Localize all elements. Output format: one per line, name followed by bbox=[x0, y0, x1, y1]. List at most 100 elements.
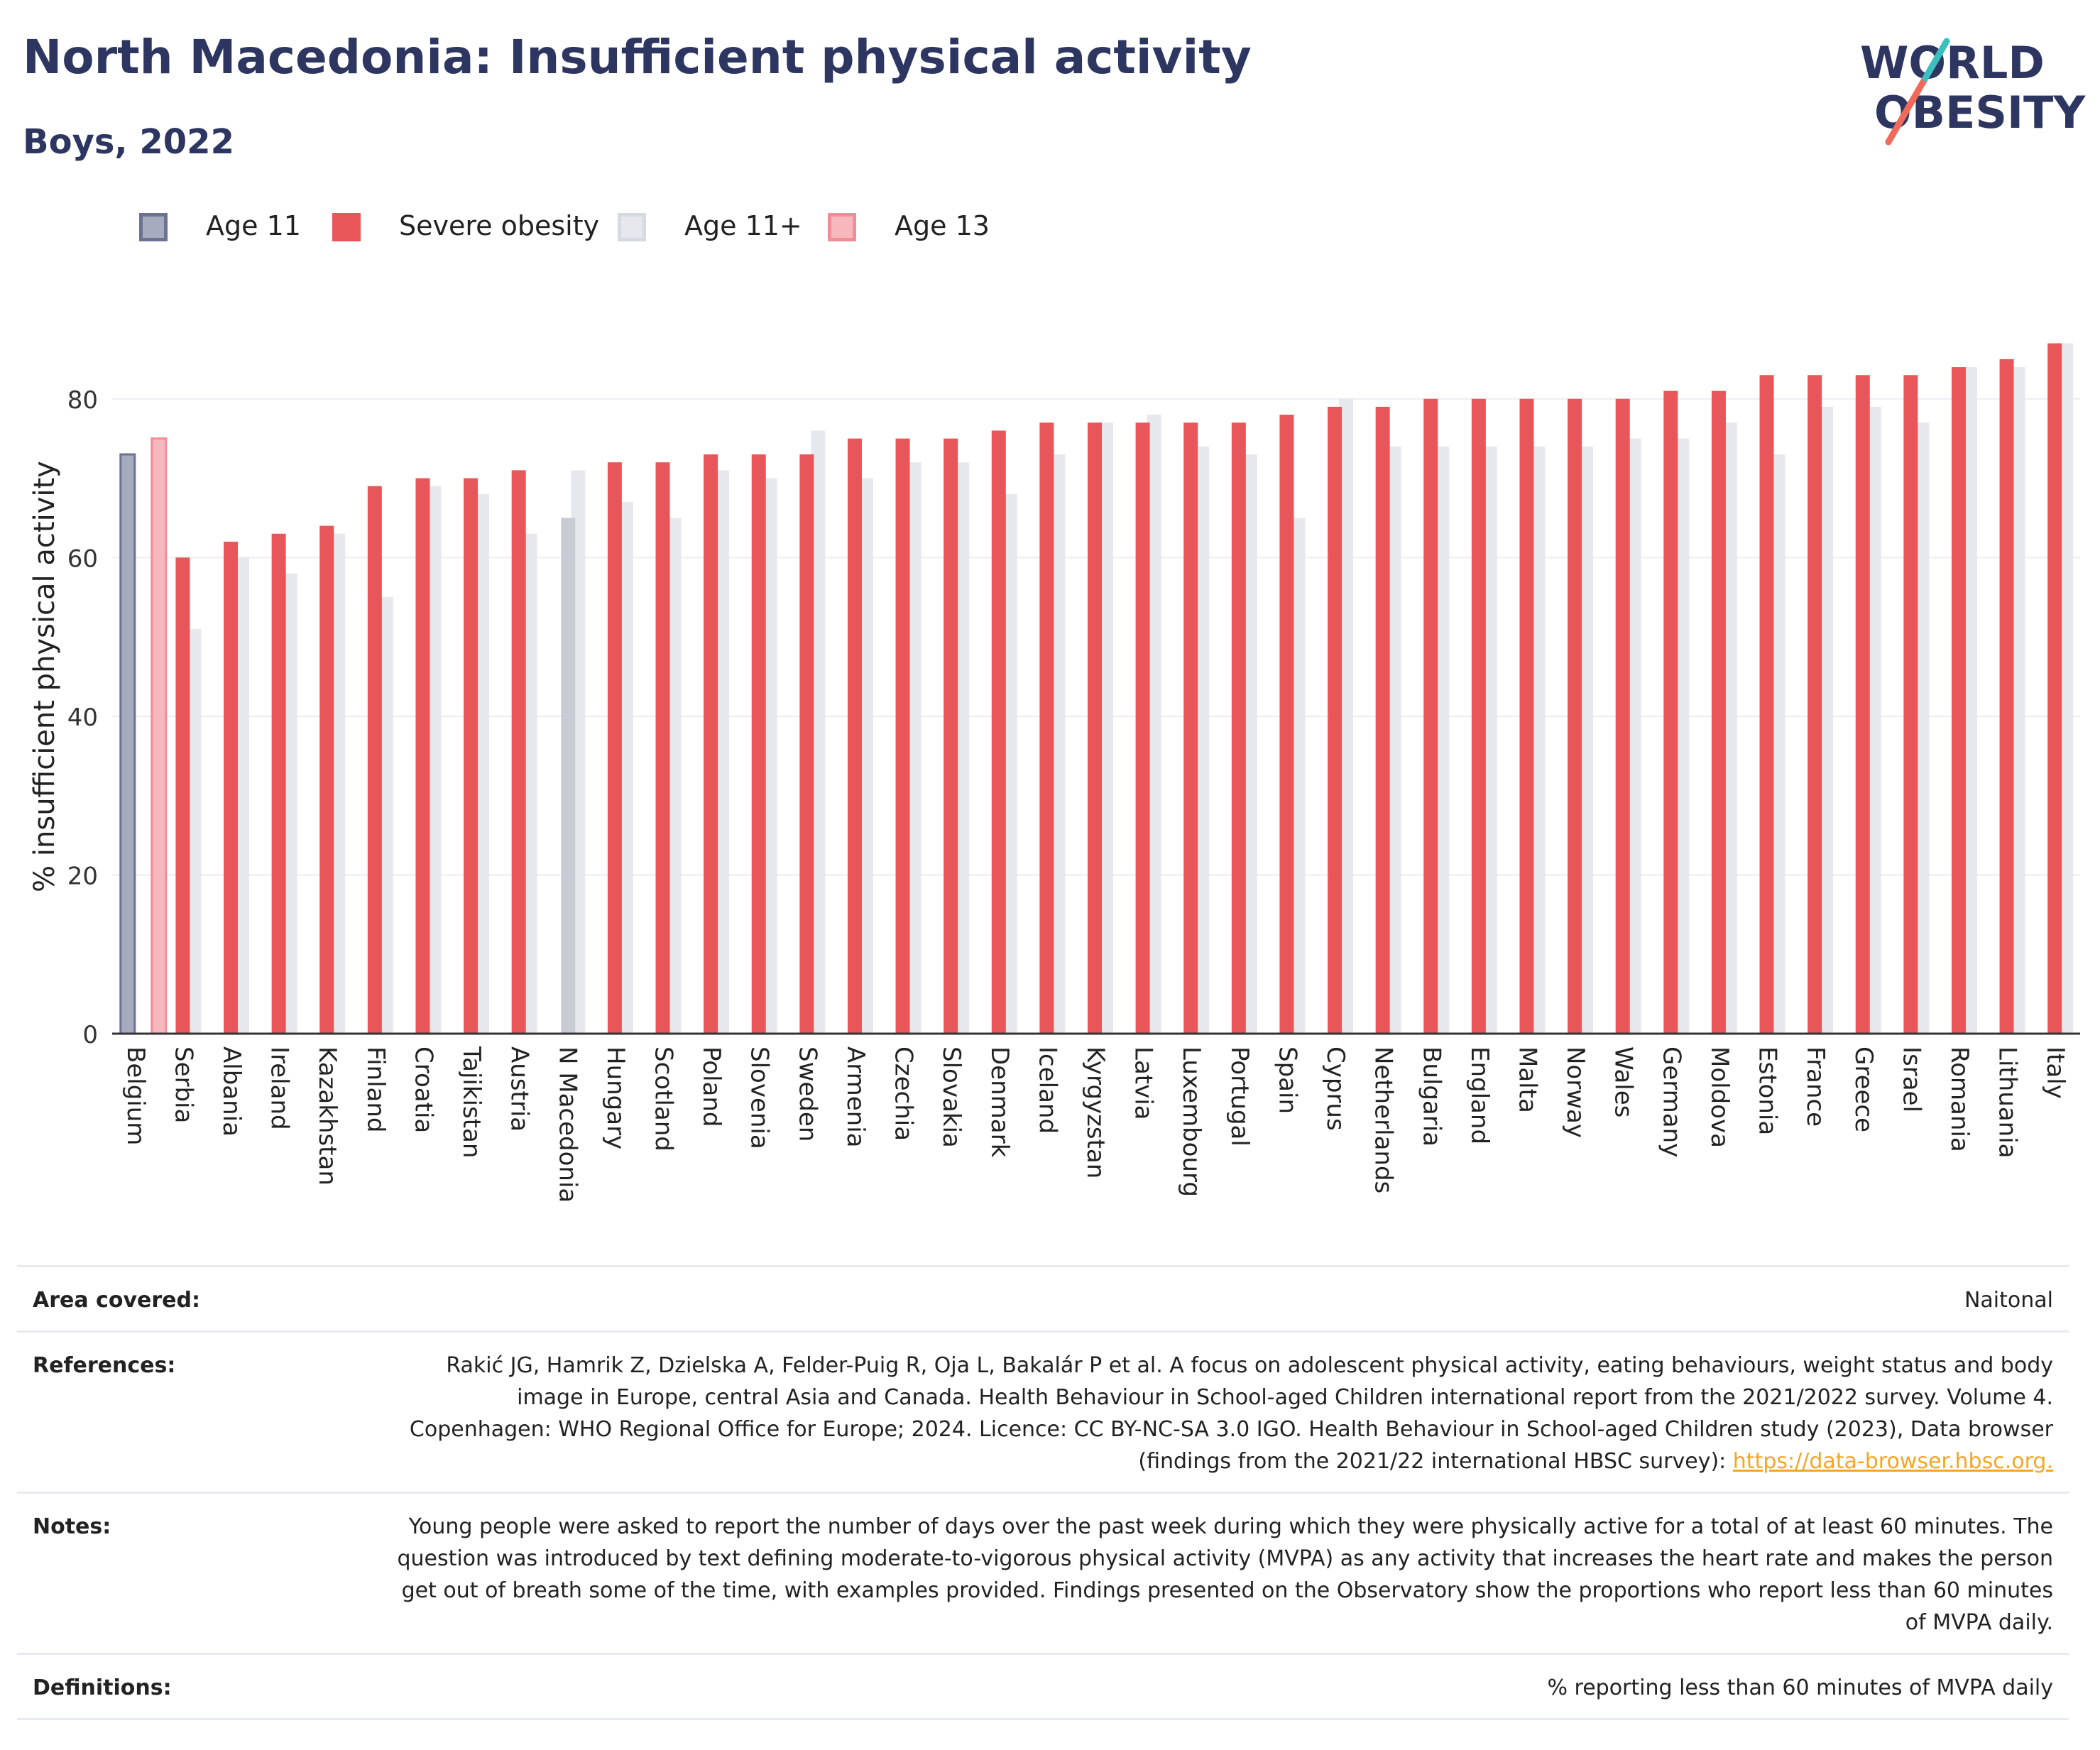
bar-age-11-plus bbox=[1819, 406, 1834, 1034]
bar-severe-obesity bbox=[991, 430, 1006, 1034]
references-link[interactable]: https://data-browser.hbsc.org. bbox=[1732, 1449, 2053, 1474]
bar-age-11-plus bbox=[1531, 446, 1546, 1034]
bar-severe-obesity bbox=[847, 438, 862, 1034]
notes-label: Notes: bbox=[33, 1514, 111, 1539]
x-tick-label: Iceland bbox=[1033, 1046, 1061, 1134]
area-covered-label: Area covered: bbox=[33, 1288, 200, 1313]
notes-value: Young people were asked to report the nu… bbox=[397, 1514, 2053, 1635]
definitions-label: Definitions: bbox=[33, 1675, 172, 1700]
bar-severe-obesity bbox=[1808, 375, 1822, 1034]
bar-severe-obesity bbox=[1855, 375, 1870, 1034]
y-tick-label: 20 bbox=[67, 862, 98, 890]
bar-severe-obesity bbox=[1471, 398, 1486, 1034]
x-tick-label: Moldova bbox=[1705, 1046, 1734, 1148]
x-tick-label: Estonia bbox=[1754, 1046, 1782, 1135]
legend-swatch bbox=[828, 213, 856, 241]
bar-severe-obesity bbox=[2047, 343, 2062, 1034]
legend-swatch bbox=[332, 213, 361, 241]
legend-label: Age 11+ bbox=[684, 210, 802, 241]
bar-age-11-plus bbox=[907, 462, 922, 1034]
x-tick-label: Czechia bbox=[890, 1046, 918, 1141]
legend-label: Severe obesity bbox=[399, 210, 600, 241]
bar-age-11-plus bbox=[1722, 422, 1737, 1034]
bar-age-11-plus bbox=[378, 597, 393, 1034]
page-subtitle: Boys, 2022 bbox=[23, 122, 234, 162]
bar-age-11-plus bbox=[1771, 454, 1785, 1034]
bar-age-11-plus bbox=[1051, 454, 1066, 1034]
x-tick-label: Spain bbox=[1273, 1046, 1301, 1114]
bar-age-11-plus bbox=[283, 573, 297, 1034]
bar-age-11-plus bbox=[1195, 446, 1210, 1034]
bar-age-11-plus bbox=[1002, 493, 1017, 1034]
references-label: References: bbox=[33, 1353, 176, 1378]
bar-age-11-plus bbox=[858, 478, 873, 1034]
bar-age-11-plus bbox=[1626, 438, 1641, 1034]
bar-age-11-plus bbox=[1962, 367, 1977, 1034]
x-tick-label: Israel bbox=[1897, 1046, 1925, 1112]
bar-severe-obesity bbox=[319, 525, 334, 1034]
x-tick-label: Italy bbox=[2041, 1046, 2069, 1099]
bar-severe-obesity bbox=[1615, 398, 1630, 1034]
x-tick-label: Scotland bbox=[650, 1046, 678, 1152]
bar-severe-obesity bbox=[1423, 398, 1438, 1034]
x-tick-label: Wales bbox=[1609, 1046, 1638, 1117]
bar-age-11-plus bbox=[475, 493, 490, 1034]
legend-label: Age 11 bbox=[206, 210, 301, 241]
bar-age-11-plus bbox=[2059, 343, 2074, 1034]
y-tick-label: 0 bbox=[82, 1021, 98, 1049]
x-tick-label: Armenia bbox=[841, 1046, 870, 1148]
bar-age-11-plus bbox=[1579, 446, 1594, 1034]
bar-severe-obesity bbox=[1088, 422, 1102, 1034]
x-tick-label: France bbox=[1801, 1046, 1830, 1127]
x-tick-label: Cyprus bbox=[1321, 1046, 1350, 1131]
bar-age-11-plus bbox=[1099, 422, 1113, 1034]
logo-line2: OBESITY bbox=[1874, 87, 2086, 138]
bar-age-11-plus bbox=[618, 502, 633, 1034]
bar-severe-obesity bbox=[271, 533, 286, 1034]
chart-metadata-table: Area covered: Naitonal References: Rakić… bbox=[17, 1265, 2069, 1720]
bar-age-11 bbox=[119, 453, 136, 1035]
bar-severe-obesity bbox=[367, 486, 382, 1034]
legend-swatch bbox=[618, 213, 646, 241]
bar-age-11-plus bbox=[331, 533, 346, 1034]
bar-severe-obesity bbox=[464, 478, 478, 1034]
x-tick-label: Slovakia bbox=[937, 1046, 966, 1148]
x-tick-label: Denmark bbox=[985, 1046, 1014, 1158]
x-tick-label: Ireland bbox=[266, 1046, 294, 1130]
bar-chart: 0 20 40 60 80 % insufficient physical activit… bbox=[28, 343, 2080, 1203]
page-title: North Macedonia: Insufficient physical a… bbox=[23, 30, 1252, 84]
x-tick-label: Greece bbox=[1849, 1046, 1878, 1132]
legend-swatch bbox=[139, 213, 168, 241]
x-tick-label: Romania bbox=[1945, 1046, 1974, 1152]
x-tick-label: Slovenia bbox=[745, 1046, 774, 1149]
bar-severe-obesity bbox=[224, 541, 239, 1034]
x-tick-label: Netherlands bbox=[1369, 1046, 1398, 1193]
bar-severe-obesity bbox=[511, 470, 526, 1034]
logo-line1: WORLD bbox=[1860, 37, 2045, 89]
bar-age-11-plus bbox=[1291, 518, 1306, 1034]
x-tick-label: Kyrgyzstan bbox=[1081, 1046, 1110, 1178]
bar-severe-obesity bbox=[1759, 375, 1774, 1034]
bar-age-11-plus bbox=[1675, 438, 1690, 1034]
bar-severe-obesity bbox=[1039, 422, 1054, 1034]
y-axis-title: % insufficient physical activity bbox=[28, 461, 61, 892]
bar-severe-obesity bbox=[1375, 406, 1390, 1034]
x-tick-label: Kazakhstan bbox=[313, 1046, 341, 1186]
bar-age-11-plus bbox=[1387, 446, 1401, 1034]
y-tick-label: 60 bbox=[67, 545, 98, 573]
bar-severe-obesity bbox=[751, 454, 766, 1034]
x-tick-label: England bbox=[1465, 1046, 1494, 1144]
area-covered-row: Area covered: Naitonal bbox=[17, 1265, 2069, 1330]
x-tick-label: Poland bbox=[697, 1046, 726, 1127]
x-tick-label: Luxembourg bbox=[1177, 1046, 1205, 1197]
bar-severe-obesity bbox=[895, 438, 910, 1034]
x-tick-label: Sweden bbox=[793, 1046, 821, 1142]
bar-age-11-plus bbox=[1339, 398, 1354, 1034]
x-tick-label: Germany bbox=[1657, 1046, 1685, 1157]
notes-row: Notes: Young people were asked to report… bbox=[17, 1492, 2069, 1653]
bar-severe-obesity bbox=[944, 438, 958, 1034]
x-tick-label: Latvia bbox=[1130, 1046, 1158, 1120]
bar-age-11-plus bbox=[762, 478, 777, 1034]
bar-severe-obesity bbox=[799, 454, 814, 1034]
bar-severe-obesity bbox=[1135, 422, 1150, 1034]
